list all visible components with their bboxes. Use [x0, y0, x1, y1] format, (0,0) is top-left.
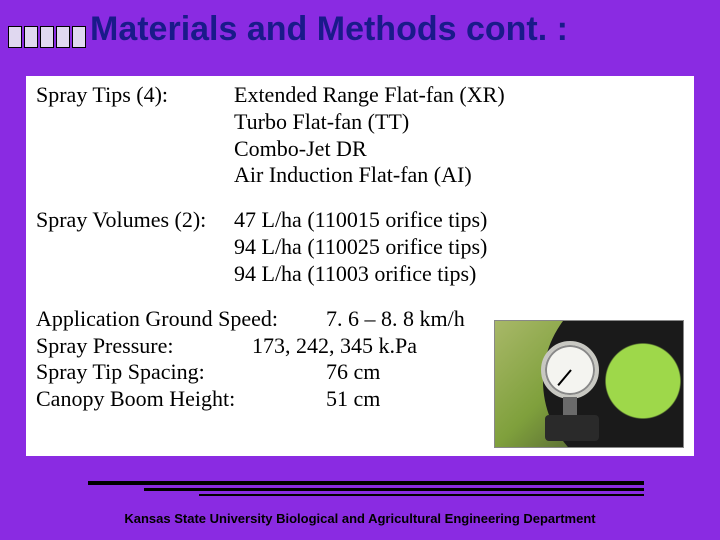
spray-tip-line: Turbo Flat-fan (TT)	[234, 109, 684, 136]
spray-volumes-values: 47 L/ha (110015 orifice tips) 94 L/ha (1…	[234, 207, 684, 287]
footer-decoration-lines	[88, 478, 644, 496]
param-label: Canopy Boom Height:	[36, 386, 316, 413]
spray-volume-line: 94 L/ha (110025 orifice tips)	[234, 234, 684, 261]
footer-text: Kansas State University Biological and A…	[0, 511, 720, 526]
spray-volumes-label: Spray Volumes (2):	[36, 207, 234, 287]
spray-tips-row: Spray Tips (4): Extended Range Flat-fan …	[36, 82, 684, 189]
spray-tip-line: Air Induction Flat-fan (AI)	[234, 162, 684, 189]
spray-tips-values: Extended Range Flat-fan (XR) Turbo Flat-…	[234, 82, 684, 189]
slide-title: Materials and Methods cont. :	[90, 10, 568, 49]
spray-volume-line: 47 L/ha (110015 orifice tips)	[234, 207, 684, 234]
spray-volume-line: 94 L/ha (11003 orifice tips)	[234, 261, 684, 288]
spray-volumes-row: Spray Volumes (2): 47 L/ha (110015 orifi…	[36, 207, 684, 287]
param-label: Spray Pressure:	[36, 333, 252, 360]
content-area: Spray Tips (4): Extended Range Flat-fan …	[26, 76, 694, 456]
param-label: Spray Tip Spacing:	[36, 359, 316, 386]
spray-tip-line: Extended Range Flat-fan (XR)	[234, 82, 684, 109]
equipment-photo	[494, 320, 684, 448]
pressure-gauge-shape	[541, 341, 599, 399]
valve-shape	[545, 415, 599, 441]
spray-tips-label: Spray Tips (4):	[36, 82, 234, 189]
corner-decoration	[8, 26, 86, 48]
param-label: Application Ground Speed:	[36, 306, 316, 333]
spray-tip-line: Combo-Jet DR	[234, 136, 684, 163]
